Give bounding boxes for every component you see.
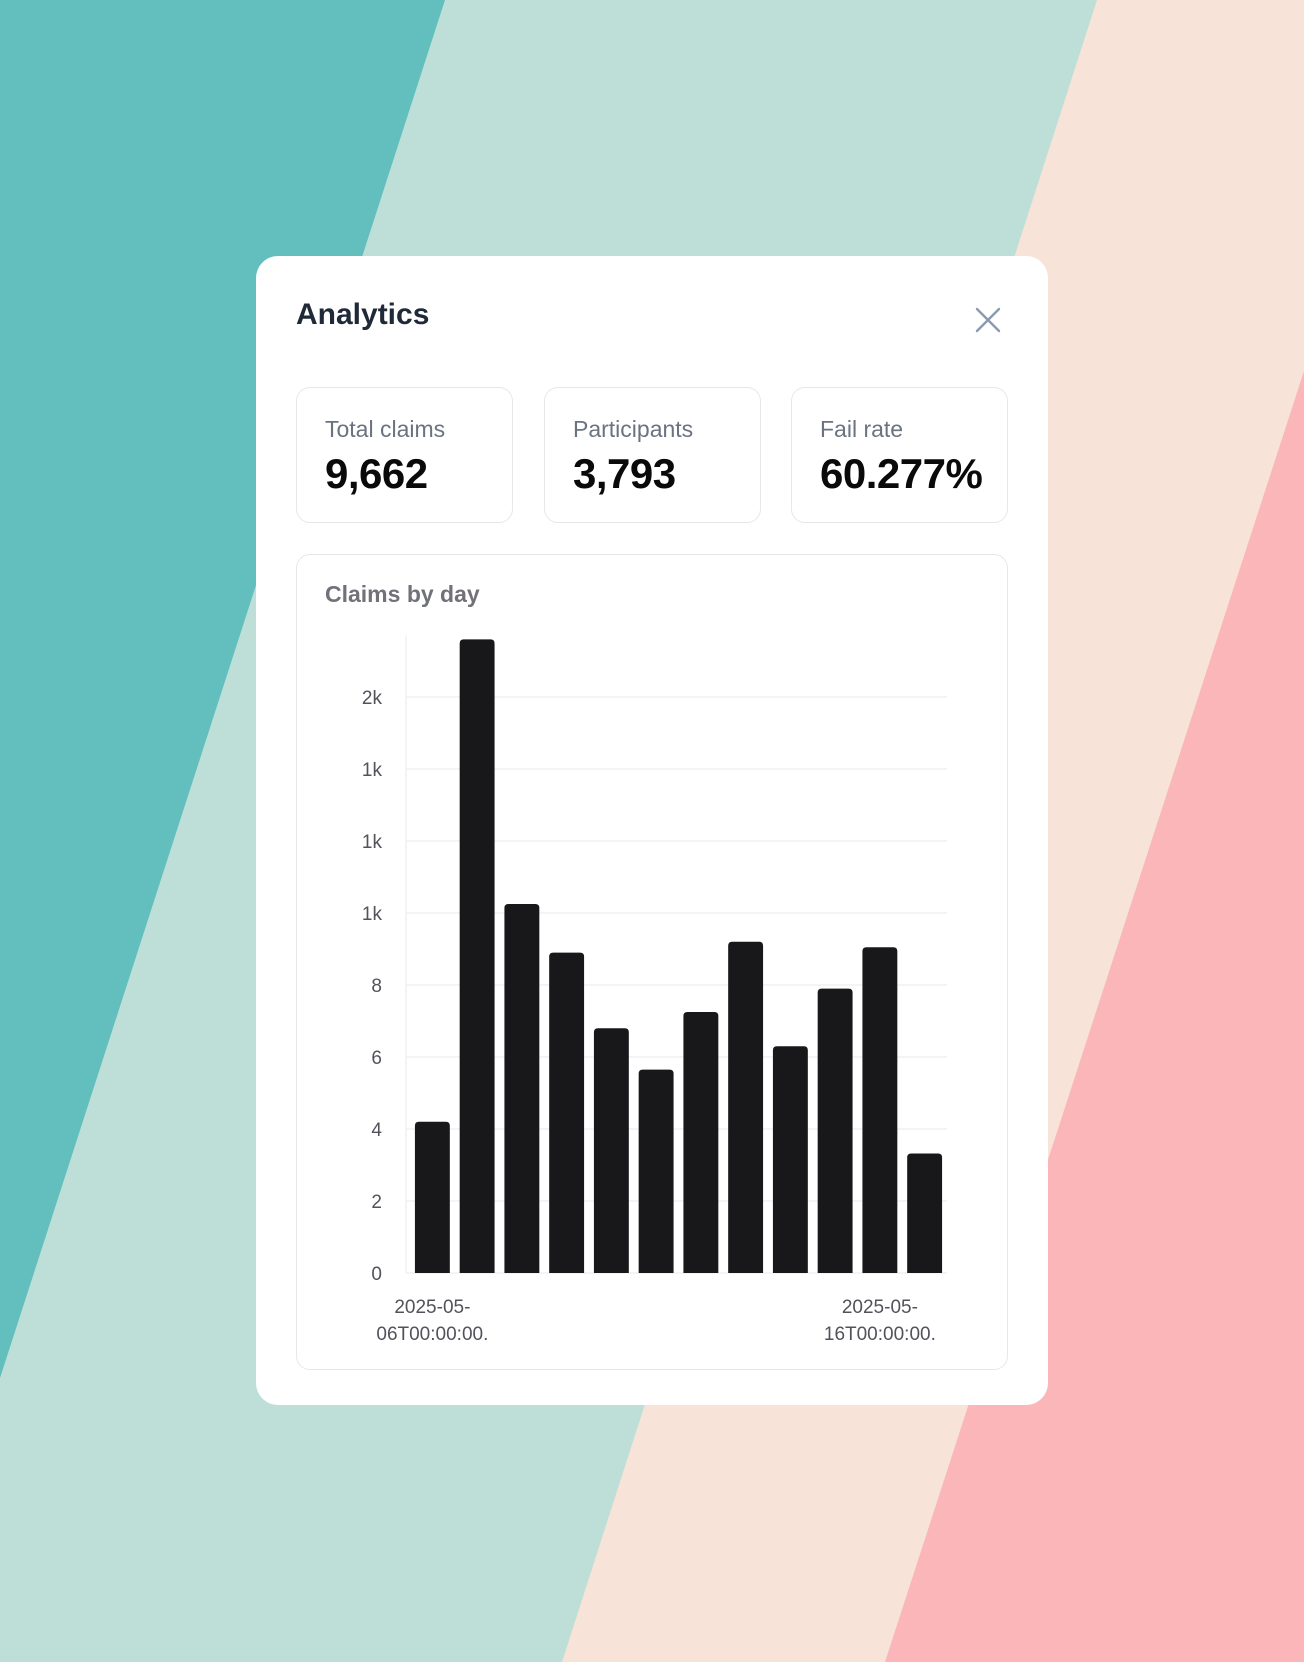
y-tick-label: 1k <box>362 904 383 925</box>
bar <box>459 639 495 1273</box>
stat-value: 60.277% <box>820 450 983 497</box>
bar <box>414 1121 450 1273</box>
stat-fail-rate: Fail rate 60.277% <box>791 387 1008 523</box>
bar <box>504 904 540 1273</box>
y-tick-label: 6 <box>371 1048 382 1069</box>
bar-chart: 0 2 4 6 8 1k 1k 1k 2k 2025-05- 06T00:00:00. 2025-05… <box>362 635 947 1345</box>
bar <box>772 1046 808 1273</box>
bar <box>817 988 853 1273</box>
chart-title: Claims by day <box>325 581 480 607</box>
bar <box>593 1028 629 1273</box>
y-tick-label: 0 <box>371 1264 382 1285</box>
stat-label: Fail rate <box>820 416 904 442</box>
claims-chart-panel: Claims by day 0 2 4 6 8 1k 1k 1k 2k 2025-05- 06T00… <box>296 554 1008 1370</box>
y-tick-label: 8 <box>371 976 382 997</box>
close-button[interactable] <box>972 304 1004 336</box>
bar <box>907 1153 943 1273</box>
x-tick-label: 2025-05- <box>394 1297 470 1318</box>
stat-value: 9,662 <box>325 450 428 497</box>
stat-total-claims: Total claims 9,662 <box>296 387 513 523</box>
y-tick-label: 2k <box>362 688 383 709</box>
close-icon <box>975 307 1001 333</box>
x-tick-label: 16T00:00:00. <box>824 1324 936 1345</box>
y-tick-label: 4 <box>371 1120 382 1141</box>
bar <box>683 1012 719 1273</box>
stat-value: 3,793 <box>573 450 676 497</box>
y-tick-label: 2 <box>371 1192 382 1213</box>
x-tick-label: 06T00:00:00. <box>376 1324 488 1345</box>
bar <box>638 1069 674 1273</box>
stat-label: Total claims <box>325 416 446 442</box>
dialog-title: Analytics <box>296 298 430 331</box>
x-tick-label: 2025-05- <box>842 1297 918 1318</box>
stat-label: Participants <box>573 416 694 442</box>
y-tick-label: 1k <box>362 760 383 781</box>
stat-participants: Participants 3,793 <box>544 387 761 523</box>
bar <box>549 952 585 1273</box>
y-tick-label: 1k <box>362 832 383 853</box>
analytics-dialog: Analytics Total claims 9,662 Participant… <box>256 256 1048 1405</box>
bar <box>862 947 898 1273</box>
bar <box>728 941 764 1273</box>
